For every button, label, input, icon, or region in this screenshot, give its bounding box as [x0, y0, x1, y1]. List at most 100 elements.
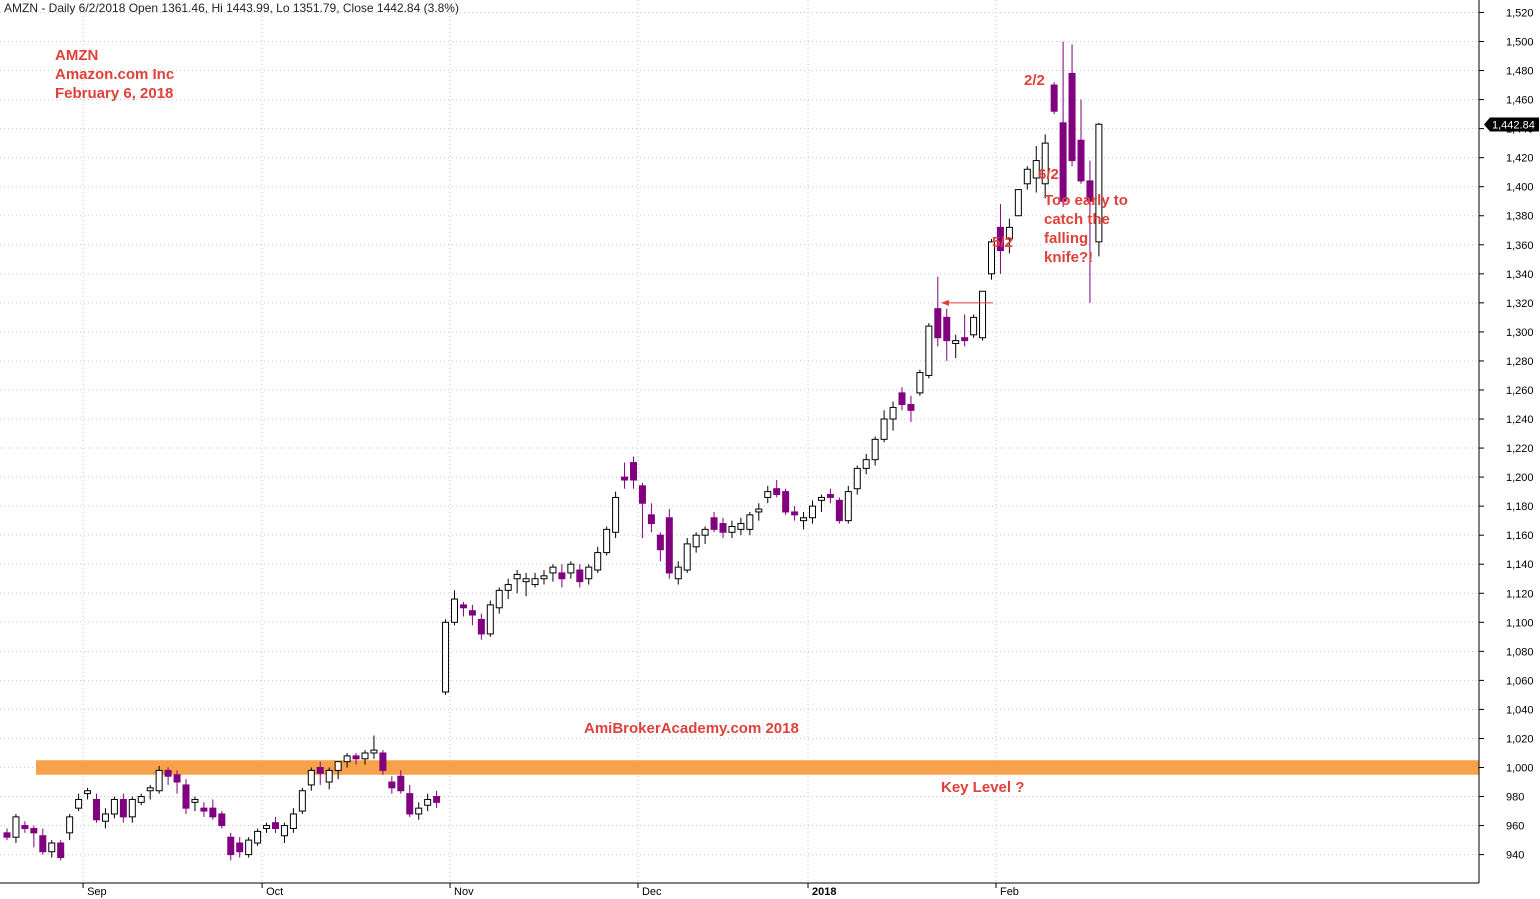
- company-name: Amazon.com Inc: [55, 66, 175, 83]
- y-tick-label: 1,080: [1506, 646, 1534, 658]
- candle: [835, 497, 843, 524]
- candle: [504, 578, 512, 600]
- annotation-5-2: 5/2: [992, 234, 1013, 251]
- candle-body: [1059, 122, 1067, 202]
- x-tick-label: Nov: [454, 886, 474, 898]
- candle-body: [451, 598, 458, 623]
- candle-body: [531, 578, 539, 586]
- candle-body: [245, 839, 253, 856]
- watermark: AmiBrokerAcademy.com 2018: [584, 720, 799, 737]
- candle-body: [325, 769, 333, 783]
- candle: [898, 387, 906, 411]
- candle-body: [209, 807, 217, 818]
- candle-body: [594, 552, 602, 571]
- y-tick-label: 1,320: [1506, 298, 1534, 310]
- candle-body: [979, 290, 987, 339]
- candle: [1032, 146, 1040, 193]
- candle: [182, 779, 190, 814]
- candle-body: [638, 485, 646, 504]
- candle-body: [21, 825, 29, 829]
- candle: [880, 410, 888, 443]
- candle: [101, 808, 109, 829]
- candle: [110, 796, 118, 819]
- candle-body: [406, 793, 414, 815]
- candle: [1014, 189, 1022, 217]
- candle-body: [665, 517, 673, 574]
- candle-body: [988, 241, 995, 275]
- candle-body: [755, 508, 763, 513]
- candle-body: [155, 769, 163, 792]
- candle-body: [504, 584, 512, 591]
- candle: [701, 526, 709, 544]
- candle: [800, 511, 808, 530]
- candle-body: [370, 749, 378, 754]
- candle-body: [817, 496, 825, 501]
- candle-body: [898, 392, 906, 406]
- candle-body: [889, 406, 897, 420]
- candle-body: [1086, 180, 1094, 202]
- candle: [307, 767, 315, 791]
- candle-body: [996, 226, 1004, 252]
- candle: [522, 572, 530, 597]
- candle-body: [477, 618, 485, 635]
- candle-body: [943, 316, 951, 342]
- ticker-symbol: AMZN: [55, 47, 99, 64]
- candle-body: [1005, 226, 1013, 240]
- candle: [119, 793, 127, 823]
- candle: [862, 453, 870, 475]
- y-tick-label: 1,140: [1506, 559, 1534, 571]
- y-tick-label: 1,520: [1506, 7, 1534, 19]
- candle: [361, 750, 369, 765]
- candle-body: [137, 796, 145, 803]
- candle: [218, 811, 226, 829]
- falling-knife-line-4: knife?!: [1044, 249, 1094, 266]
- candle: [379, 750, 387, 775]
- candle-body: [442, 621, 450, 693]
- candle: [934, 276, 942, 347]
- candle-body: [119, 798, 127, 818]
- candle: [1095, 122, 1103, 257]
- falling-knife-line-1: Too early to: [1044, 192, 1128, 209]
- candle-body: [764, 491, 772, 498]
- candle: [433, 790, 441, 809]
- candle-body: [880, 418, 888, 440]
- candle-body: [513, 573, 521, 580]
- candle: [889, 401, 897, 431]
- candle: [656, 532, 664, 562]
- candle: [988, 238, 995, 280]
- candle: [272, 816, 279, 833]
- candle-body: [826, 494, 834, 498]
- candle-body: [101, 813, 109, 822]
- candle: [764, 485, 772, 504]
- candle-body: [585, 566, 593, 580]
- candle-body: [254, 830, 262, 844]
- candle-body: [1041, 142, 1049, 185]
- candle-body: [630, 462, 637, 481]
- y-tick-label: 1,180: [1506, 501, 1534, 513]
- candle-body: [164, 769, 172, 777]
- candle: [245, 837, 253, 858]
- candle: [540, 570, 548, 585]
- candle-body: [871, 438, 879, 461]
- candle-body: [388, 781, 396, 789]
- key-level-band: [36, 760, 1479, 775]
- candle-body: [236, 842, 244, 853]
- candle-body: [173, 774, 181, 783]
- chart-header: AMZN - Daily 6/2/2018 Open 1361.46, Hi 1…: [4, 1, 459, 15]
- candle: [486, 600, 494, 637]
- candle-body: [459, 604, 467, 609]
- x-tick-label: Oct: [266, 886, 283, 898]
- candle: [755, 503, 763, 521]
- y-tick-label: 1,300: [1506, 327, 1534, 339]
- candle: [227, 832, 235, 861]
- candle-body: [576, 569, 584, 583]
- chart-date: February 6, 2018: [55, 85, 174, 102]
- candle-body: [307, 769, 315, 786]
- last-price-label: 1,442.84: [1492, 119, 1535, 131]
- candle: [630, 456, 637, 489]
- candle-body: [773, 488, 781, 496]
- falling-knife-line-3: falling: [1044, 230, 1089, 247]
- candle: [254, 828, 262, 846]
- candle: [191, 796, 199, 812]
